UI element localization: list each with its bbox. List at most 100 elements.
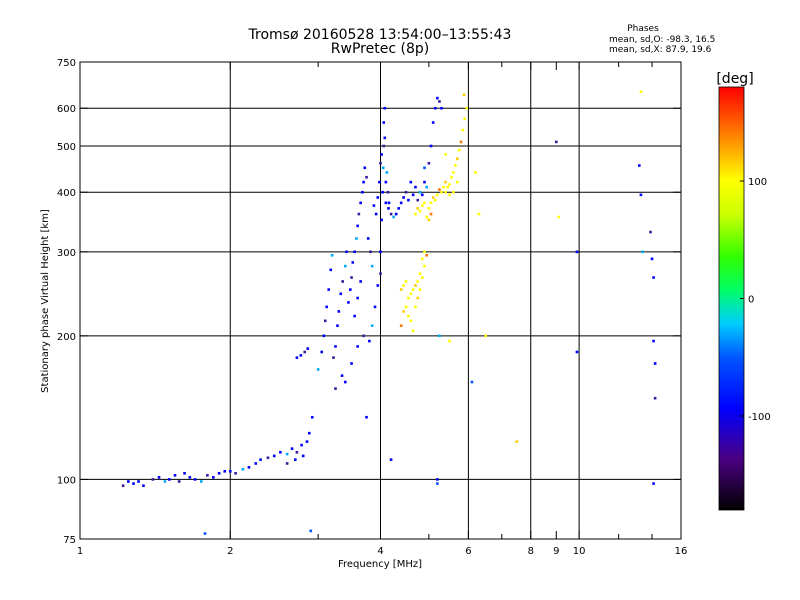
data-point-o: [383, 136, 387, 140]
data-point-x: [433, 198, 437, 202]
y-axis-ticks: 75 100 200 300 400 500 600 750: [57, 58, 681, 546]
data-point-x: [427, 218, 431, 222]
data-point-o: [420, 193, 424, 197]
data-point-x: [448, 183, 451, 186]
data-point-o: [392, 215, 395, 219]
data-point-other: [423, 166, 426, 170]
data-point-o: [365, 175, 368, 179]
data-point-o: [266, 456, 270, 460]
data-point-o: [340, 374, 344, 377]
data-point-o: [653, 362, 657, 365]
data-point-o: [163, 480, 167, 483]
data-point-o: [650, 257, 654, 261]
data-point-o: [372, 204, 376, 207]
data-point-o: [279, 450, 282, 454]
data-point-o: [575, 250, 579, 254]
y-tick-label: 500: [57, 142, 76, 153]
data-point-o: [379, 250, 382, 254]
data-point-o: [359, 201, 362, 205]
colorbar-tick-label: 0: [748, 295, 754, 306]
data-point-x: [446, 185, 449, 189]
x-tick-label: 6: [465, 546, 471, 557]
data-point-x: [418, 288, 422, 291]
colorbar-ticks: 100 0 -100: [740, 177, 771, 423]
data-point-o: [353, 314, 356, 318]
x-tick-label: 8: [528, 546, 534, 557]
data-point-x: [420, 257, 424, 261]
data-point-x: [429, 201, 433, 205]
data-point-o: [409, 180, 413, 184]
data-point-o: [345, 250, 348, 254]
data-point-x: [459, 140, 463, 144]
data-point-other: [436, 482, 439, 485]
data-point-o: [254, 462, 258, 465]
data-point-x: [452, 171, 455, 174]
data-point-x: [409, 319, 413, 323]
data-point-o: [387, 207, 390, 210]
data-point-o: [641, 250, 644, 254]
data-point-x: [440, 190, 443, 194]
data-point-x: [444, 190, 447, 194]
data-point-o: [438, 100, 441, 103]
data-point-o: [382, 121, 386, 124]
data-point-o: [362, 334, 365, 338]
data-point-x: [474, 171, 477, 174]
data-point-o: [383, 106, 387, 110]
data-point-o: [347, 301, 350, 304]
data-point-o: [376, 196, 380, 199]
data-point-x: [418, 272, 422, 275]
data-point-x: [429, 212, 433, 216]
data-point-o: [322, 334, 326, 338]
phases-line-o: mean, sd,O: -98.3, 16.5: [609, 35, 715, 45]
data-point-o: [334, 387, 337, 390]
data-point-o: [380, 153, 383, 156]
data-point-o: [394, 212, 398, 216]
data-point-o: [200, 480, 203, 483]
data-point-o: [433, 106, 437, 110]
data-point-o: [649, 230, 652, 234]
data-point-x: [399, 288, 403, 291]
data-points: [121, 90, 657, 535]
colorbar: [deg] 100 0 -100: [716, 71, 771, 511]
y-tick-label: 400: [57, 188, 76, 199]
data-point-o: [554, 140, 558, 144]
data-point-o: [438, 334, 441, 338]
chart-title: Tromsø 20160528 13:54:00–13:55:43: [248, 27, 512, 43]
data-point-o: [575, 350, 579, 354]
x-tick-label: 10: [573, 546, 586, 557]
data-point-o: [436, 96, 439, 100]
data-point-o: [389, 212, 393, 216]
data-point-o: [300, 443, 303, 447]
data-point-x: [454, 164, 457, 167]
data-point-o: [307, 431, 311, 435]
data-point-o: [379, 272, 382, 275]
data-point-x: [639, 90, 643, 93]
plot-area: 1 2 4 6 8 9 10 16 75 100 200 300 400 500 600 750: [57, 58, 687, 557]
data-point-x: [416, 207, 420, 210]
data-point-x: [444, 153, 447, 156]
data-point-o: [407, 198, 410, 202]
data-point-o: [425, 185, 428, 189]
data-point-o: [385, 171, 389, 174]
data-point-o: [389, 458, 393, 461]
data-point-o: [368, 339, 371, 343]
data-point-o: [206, 474, 209, 477]
data-point-x: [407, 314, 410, 318]
colorbar-tick-label: -100: [748, 412, 771, 423]
data-point-o: [638, 164, 641, 167]
phases-line-x: mean, sd,X: 87.9, 19.6: [609, 45, 712, 55]
data-point-other: [203, 532, 207, 535]
data-point-o: [173, 474, 177, 477]
data-point-o: [436, 478, 439, 481]
grid-lines: [80, 62, 681, 539]
data-point-o: [359, 280, 362, 283]
data-point-o: [325, 305, 328, 309]
data-point-o: [652, 276, 655, 279]
chart-subtitle: RwPretec (8p): [331, 41, 429, 57]
data-point-o: [272, 454, 276, 458]
data-point-o: [329, 268, 333, 272]
data-point-o: [142, 484, 145, 488]
data-point-x: [414, 305, 417, 309]
colorbar-gradient: [718, 86, 745, 511]
data-point-x: [431, 196, 435, 199]
